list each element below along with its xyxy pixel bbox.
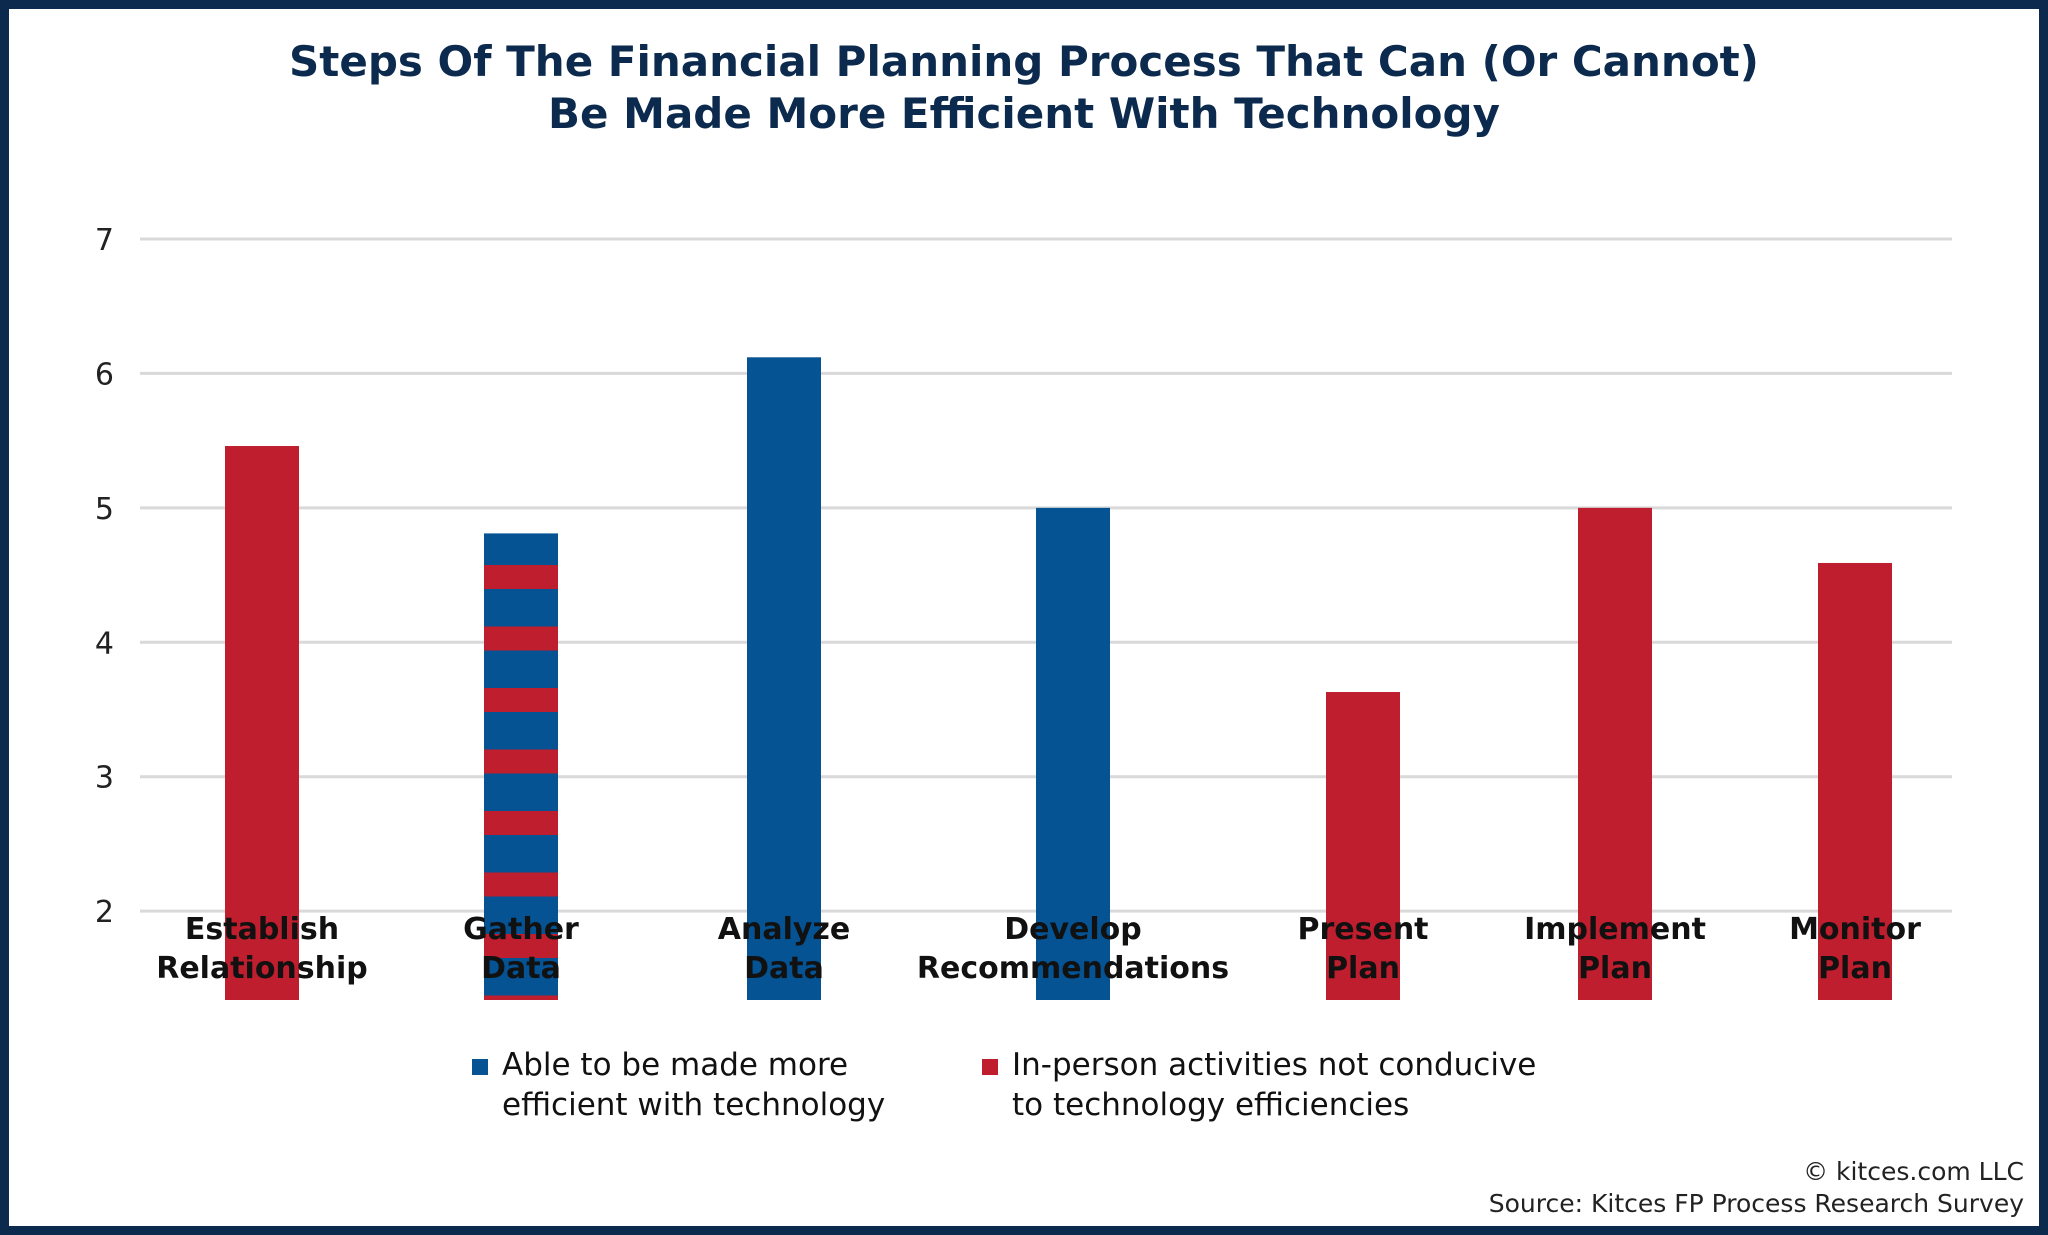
chart-title-line-2: Be Made More Efficient With Technology: [548, 89, 1500, 138]
x-category-label: Data: [744, 951, 824, 986]
y-tick-label: 6: [95, 357, 114, 392]
footer: © kitces.com LLC Source: Kitces FP Proce…: [1489, 1156, 2024, 1220]
x-category-label: Plan: [1578, 951, 1652, 986]
x-category-label: Plan: [1818, 951, 1892, 986]
legend-label-line-1: In-person activities not conducive: [1012, 1047, 1537, 1083]
x-category-label: Establish: [185, 912, 339, 947]
legend-label-line-1: Able to be made more: [502, 1047, 849, 1083]
legend-item-technology: Able to be made more efficient with tech…: [472, 1045, 885, 1125]
bar-develop-recommendations: [1036, 507, 1110, 1000]
bar-chart: 01234567 EstablishRelationshipGatherData…: [95, 223, 1952, 1000]
legend-label-line-2: efficient with technology: [502, 1087, 886, 1123]
legend-swatch-blue: [472, 1059, 488, 1075]
bar-implement-plan: [1578, 507, 1652, 1000]
legend-swatch-red: [982, 1059, 998, 1075]
bar-establish-relationship: [225, 446, 299, 1000]
x-category-label: Monitor: [1789, 912, 1921, 947]
y-tick-label: 4: [95, 626, 114, 661]
bar-present-plan: [1326, 692, 1400, 1000]
x-category-label: Develop: [1004, 912, 1142, 947]
x-category-label: Recommendations: [917, 951, 1229, 986]
legend-label-line-2: to technology efficiencies: [1012, 1087, 1410, 1123]
bar-gather-data: [484, 533, 558, 1000]
bar-analyze-data: [747, 357, 821, 1000]
copyright: © kitces.com LLC: [1803, 1157, 2024, 1186]
y-tick-label: 7: [95, 223, 114, 258]
x-category-label: Gather: [463, 912, 579, 947]
x-category-label: Data: [481, 951, 561, 986]
x-category-label: Implement: [1524, 912, 1706, 947]
y-tick-label: 2: [95, 895, 114, 930]
bar-monitor-plan: [1818, 562, 1892, 1000]
y-tick-label: 5: [95, 492, 114, 527]
source-note: Source: Kitces FP Process Research Surve…: [1488, 1189, 2024, 1218]
x-category-label: Plan: [1326, 951, 1400, 986]
y-tick-label: 3: [95, 761, 114, 796]
chart-title: Steps Of The Financial Planning Process …: [0, 36, 2048, 140]
legend-item-in-person: In-person activities not conducive to te…: [982, 1045, 1536, 1125]
x-category-label: Present: [1297, 912, 1428, 947]
x-category-label: Relationship: [156, 951, 368, 986]
x-category-label: Analyze: [718, 912, 850, 947]
chart-title-line-1: Steps Of The Financial Planning Process …: [289, 37, 1759, 86]
